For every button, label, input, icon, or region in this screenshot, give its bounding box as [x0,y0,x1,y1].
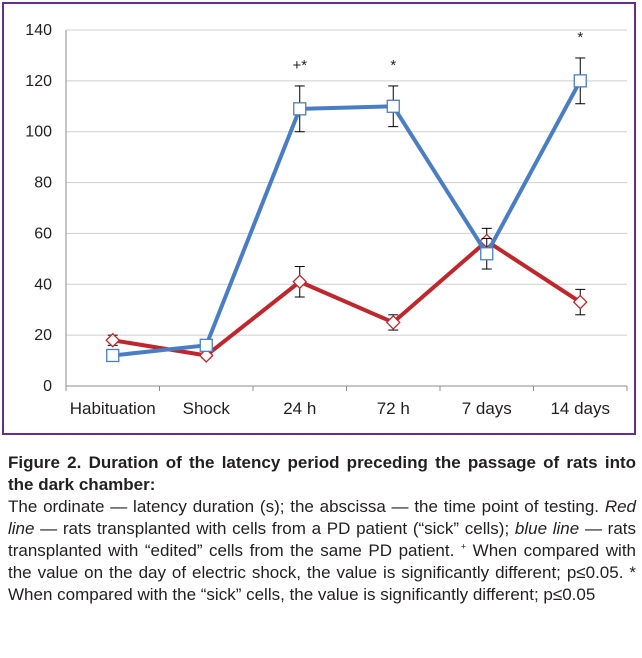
y-tick-label: 100 [25,124,52,141]
red-data-point [292,274,308,290]
significance-annotation: * [577,29,583,46]
red-data-point [105,332,121,348]
significance-annotation: * [390,57,396,74]
x-tick-label: 24 h [283,399,316,418]
caption-part-3: — rats transplanted with “edited” cells … [8,519,636,560]
y-tick-label: 80 [34,175,52,192]
blue-data-point [106,348,120,363]
x-tick-label: Habituation [70,399,156,418]
caption-plus-mark: + [460,541,467,552]
y-tick-label: 40 [34,276,52,293]
x-tick-label: 72 h [377,399,410,418]
blue-data-point [386,99,400,113]
significance-annotation: +* [292,57,307,74]
x-tick-label: 14 days [550,399,610,418]
latency-line-chart: 0 20 40 60 80 100 120 140 Habituation Shock 24 h 72… [25,22,628,418]
caption-part-4: When compared with the value on the day … [8,541,636,604]
x-tick-label: Shock [183,399,231,418]
red-data-point [385,315,401,330]
y-tick-label: 20 [34,327,52,344]
caption-part-1: The ordinate — latency duration (s); the… [8,497,605,516]
caption-blue-label: blue line [514,519,580,538]
red-data-point [198,348,214,363]
y-tick-label: 140 [25,22,52,39]
x-tick-label: 7 days [462,399,512,418]
y-tick-label: 0 [43,378,52,395]
blue-data-point [293,102,307,116]
y-tick-label: 60 [34,225,52,242]
blue-data-point [573,74,587,88]
red-data-point [572,294,588,310]
blue-series-line [112,79,583,358]
caption-red-label: Red line [8,497,636,538]
caption-body: The ordinate — latency duration (s); the… [8,496,636,606]
y-tick-label: 120 [25,73,52,90]
blue-data-point [199,338,213,352]
figure-caption: Figure 2. Duration of the latency period… [8,452,636,606]
caption-part-2: — rats transplanted with cells from a PD… [34,519,515,538]
caption-title: Figure 2. Duration of the latency period… [8,453,636,494]
blue-data-point [480,247,494,261]
chart-frame: 0 20 40 60 80 100 120 140 Habituation Shock 24 h 72… [2,2,636,435]
red-series-line [112,239,582,358]
